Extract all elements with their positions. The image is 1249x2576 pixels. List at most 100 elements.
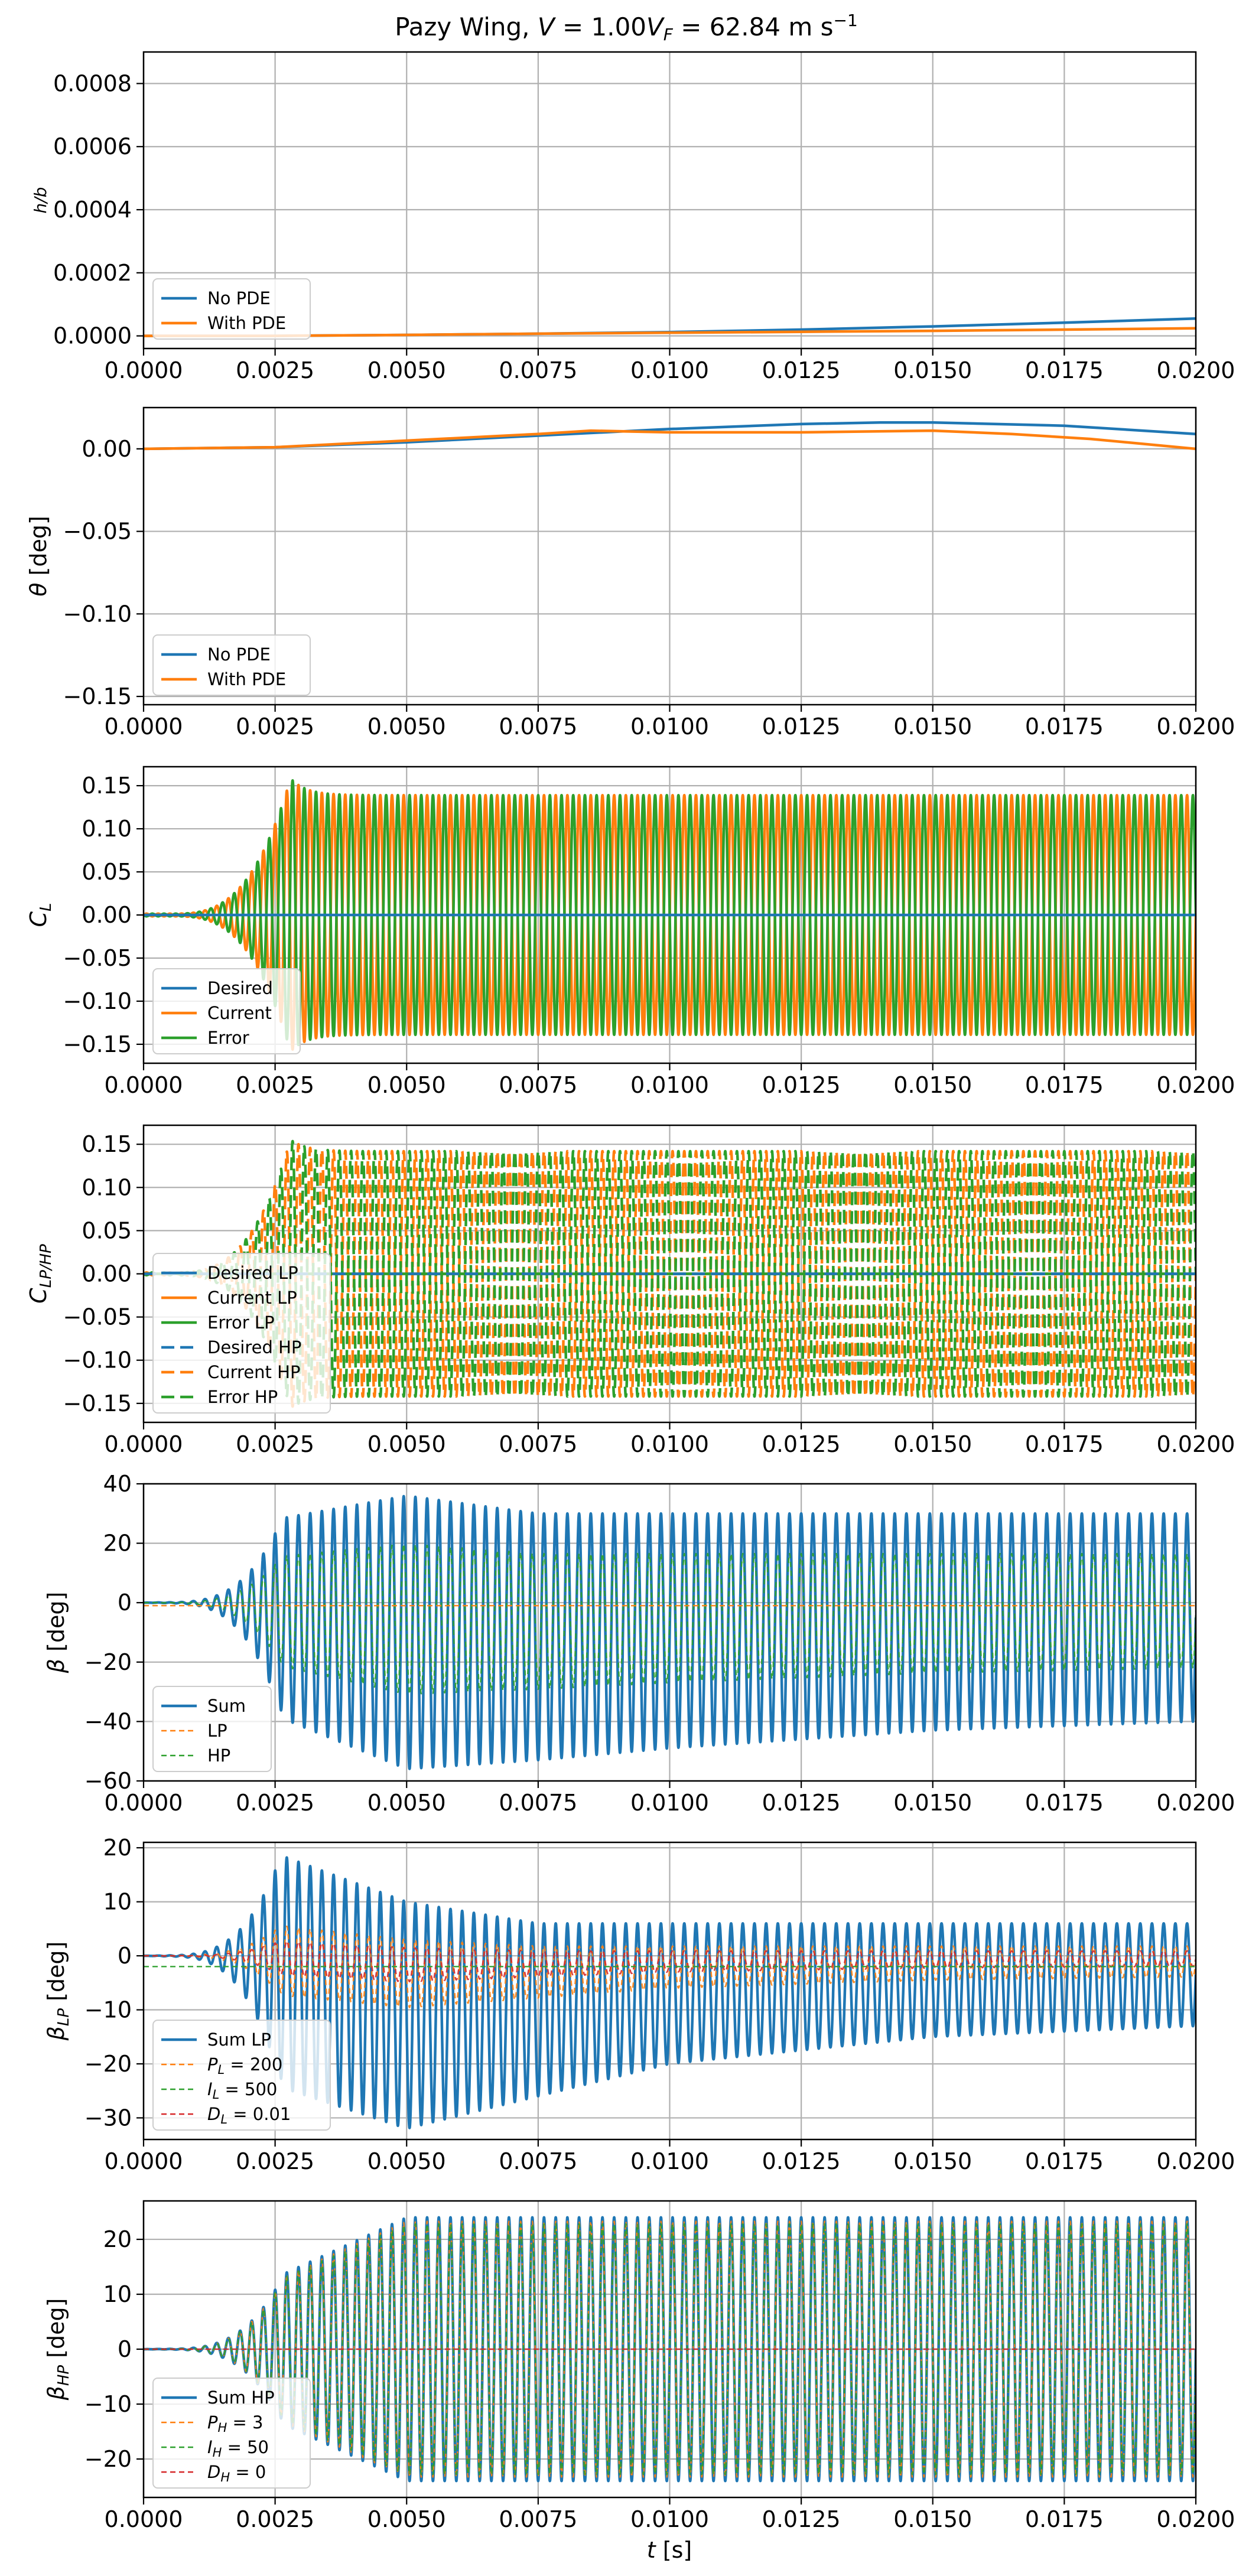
y-tick-label: 40 xyxy=(103,1471,132,1497)
x-tick-label: 0.0075 xyxy=(499,2148,577,2174)
legend-label: Current xyxy=(207,1003,272,1023)
y-tick-label: −0.15 xyxy=(63,1031,132,1057)
panel-4: 0.0000 0.0025 0.0050 0.0075 0.0100 0.0125 0.01… xyxy=(25,1124,1235,1457)
x-tick-label: 0.0100 xyxy=(630,1072,709,1098)
x-tick-label: 0.0075 xyxy=(499,2506,577,2532)
y-tick-label: −0.10 xyxy=(63,988,132,1014)
y-tick-label: 10 xyxy=(103,1889,132,1915)
x-tick-label: 0.0025 xyxy=(236,2148,314,2174)
y-tick-label: 0.10 xyxy=(82,816,132,842)
figure-title: Pazy Wing, V = 1.00VF = 62.84 m s−1 xyxy=(395,11,858,44)
y-tick-label: 20 xyxy=(103,1530,132,1556)
y-tick-label: −0.10 xyxy=(63,601,132,627)
series-line-with-pde xyxy=(144,429,1196,451)
legend-label: Sum xyxy=(207,1696,246,1716)
legend: No PDE With PDE xyxy=(152,634,311,696)
x-tick-label: 0.0100 xyxy=(630,357,709,383)
x-tick-label: 0.0150 xyxy=(893,1790,972,1816)
legend: Desired LP Current LP Error LP Desired HP Cu… xyxy=(152,1253,331,1414)
x-tick-label: 0.0050 xyxy=(367,2148,446,2174)
legend-label: IH = 50 xyxy=(207,2437,269,2460)
legend-label: Desired HP xyxy=(207,1337,301,1357)
series-group xyxy=(144,1494,1196,1770)
legend-label: Current HP xyxy=(207,1362,300,1382)
y-tick-label: 0 xyxy=(118,1590,132,1616)
y-axis-label: CLP/HP xyxy=(25,1244,55,1304)
x-tick-label: 0.0200 xyxy=(1157,1431,1235,1457)
y-tick-label: 0.15 xyxy=(82,773,132,799)
x-tick-label: 0.0125 xyxy=(762,1431,841,1457)
panel-7: 0.0000 0.0025 0.0050 0.0075 0.0100 0.0125 0.01… xyxy=(43,2200,1235,2532)
legend-label: Error xyxy=(207,1028,249,1048)
x-tick-label: 0.0000 xyxy=(105,2148,183,2174)
x-tick-label: 0.0050 xyxy=(367,1072,446,1098)
x-tick-label: 0.0175 xyxy=(1025,1072,1104,1098)
panel-6: 0.0000 0.0025 0.0050 0.0075 0.0100 0.0125 0.01… xyxy=(43,1835,1235,2174)
y-tick-label: 0.15 xyxy=(82,1131,132,1157)
legend-label: Sum LP xyxy=(207,2030,271,2050)
y-tick-label: −20 xyxy=(84,2446,132,2472)
series-line-sum-lp xyxy=(144,1856,1196,2129)
x-tick-label: 0.0175 xyxy=(1025,1790,1104,1816)
y-tick-label: 0.0004 xyxy=(53,197,132,223)
y-tick-label: 10 xyxy=(103,2281,132,2307)
x-tick-label: 0.0000 xyxy=(105,1790,183,1816)
y-axis-label: β [deg] xyxy=(43,1592,69,1674)
x-tick-label: 0.0125 xyxy=(762,2148,841,2174)
x-tick-label: 0.0125 xyxy=(762,714,841,740)
y-tick-label: −30 xyxy=(84,2105,132,2131)
legend-label: Error HP xyxy=(207,1387,278,1407)
x-tick-label: 0.0150 xyxy=(893,2148,972,2174)
x-tick-label: 0.0100 xyxy=(630,1790,709,1816)
legend-box xyxy=(152,1253,331,1414)
legend: Sum LP HP xyxy=(152,1686,272,1772)
x-tick-label: 0.0100 xyxy=(630,714,709,740)
y-tick-label: 0.00 xyxy=(82,436,132,462)
x-axis-label: t [s] xyxy=(647,2537,692,2563)
x-tick-label: 0.0200 xyxy=(1157,2506,1235,2532)
panel-5: 0.0000 0.0025 0.0050 0.0075 0.0100 0.0125 0.01… xyxy=(43,1471,1235,1816)
x-tick-label: 0.0125 xyxy=(762,1072,841,1098)
series-line-with-pde xyxy=(144,327,1196,337)
panels: 0.0000 0.0025 0.0050 0.0075 0.0100 0.0125 0.01… xyxy=(25,51,1235,2532)
x-tick-label: 0.0200 xyxy=(1157,2148,1235,2174)
y-tick-label: −20 xyxy=(84,2051,132,2077)
panel-3: 0.0000 0.0025 0.0050 0.0075 0.0100 0.0125 0.01… xyxy=(25,766,1235,1098)
y-axis-label: βLP [deg] xyxy=(43,1942,73,2041)
x-tick-label: 0.0150 xyxy=(893,1072,972,1098)
x-tick-label: 0.0025 xyxy=(236,1072,314,1098)
x-tick-label: 0.0025 xyxy=(236,714,314,740)
y-tick-label: −0.10 xyxy=(63,1347,132,1373)
legend-label: No PDE xyxy=(207,644,271,665)
x-tick-label: 0.0175 xyxy=(1025,1431,1104,1457)
y-tick-label: 0.00 xyxy=(82,1261,132,1287)
x-tick-label: 0.0075 xyxy=(499,1790,577,1816)
y-tick-label: 0.0008 xyxy=(53,70,132,96)
series-group xyxy=(144,421,1196,451)
legend-label: PL = 200 xyxy=(207,2054,282,2077)
legend: Desired Current Error xyxy=(152,968,301,1054)
x-tick-label: 0.0100 xyxy=(630,2148,709,2174)
x-tick-label: 0.0125 xyxy=(762,2506,841,2532)
x-tick-label: 0.0200 xyxy=(1157,714,1235,740)
y-tick-label: −0.15 xyxy=(63,1390,132,1416)
y-tick-label: −20 xyxy=(84,1649,132,1675)
y-tick-label: −60 xyxy=(84,1768,132,1794)
y-tick-label: 0.0000 xyxy=(53,323,132,349)
x-tick-label: 0.0075 xyxy=(499,1072,577,1098)
y-tick-label: 0.05 xyxy=(82,859,132,885)
x-tick-label: 0.0125 xyxy=(762,357,841,383)
x-tick-label: 0.0050 xyxy=(367,357,446,383)
y-axis-label: βHP [deg] xyxy=(43,2298,73,2401)
legend-box xyxy=(152,968,301,1054)
panel-1: 0.0000 0.0025 0.0050 0.0075 0.0100 0.0125 0.01… xyxy=(31,51,1235,383)
y-tick-label: 0.00 xyxy=(82,902,132,928)
x-tick-label: 0.0000 xyxy=(105,714,183,740)
x-tick-label: 0.0075 xyxy=(499,357,577,383)
series-group xyxy=(144,779,1196,1051)
y-axis-label: h/b xyxy=(31,187,50,214)
series-group xyxy=(144,1856,1196,2129)
y-tick-label: 0.10 xyxy=(82,1174,132,1200)
